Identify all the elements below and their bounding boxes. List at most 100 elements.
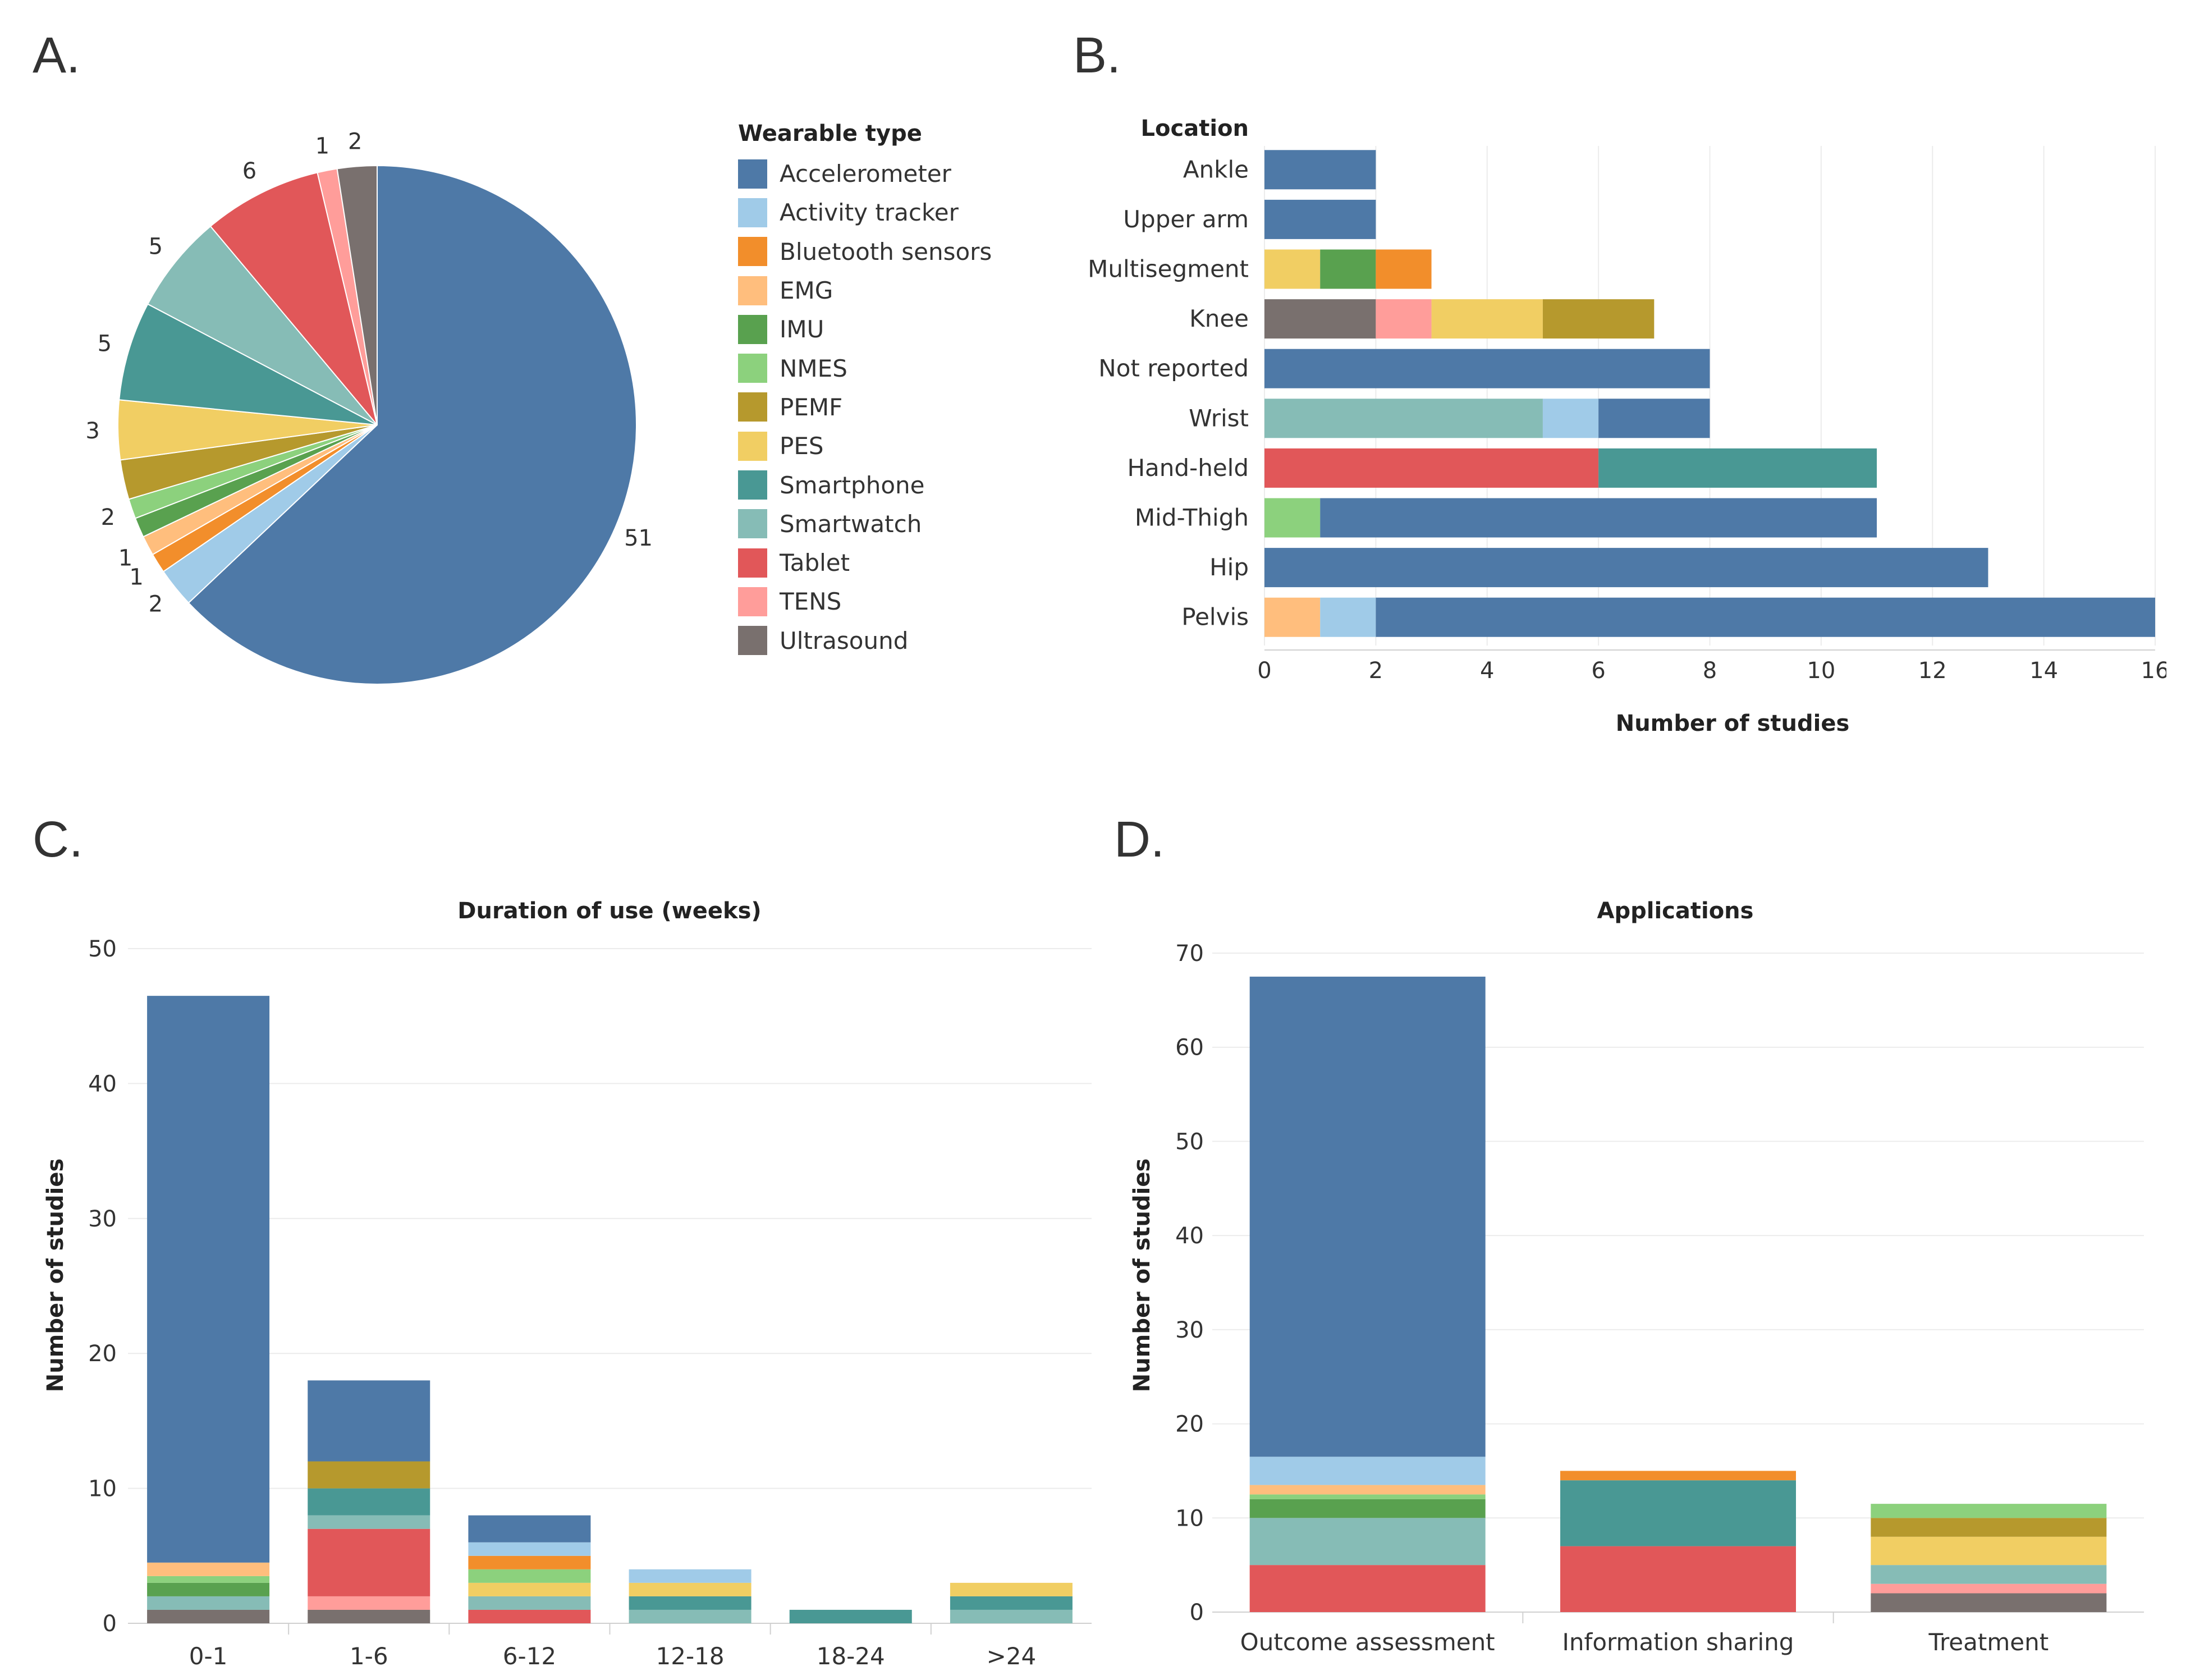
legend-item-activity-tracker: Activity tracker [738,193,992,232]
d-bar-outcome-assessment-nmes [1249,1494,1486,1499]
d-category-label-outcome-assessment: Outcome assessment [1240,1628,1495,1656]
pie-label-pes: 3 [85,418,99,444]
legend-item-ultrasound: Ultrasound [738,621,992,660]
location-header: Location [1141,116,1249,141]
c-category-label-24: >24 [987,1642,1037,1670]
c-y-tick-label: 20 [88,1341,117,1367]
legend-item-bluetooth-sensors: Bluetooth sensors [738,232,992,271]
pie-label-ultrasound: 2 [348,129,362,155]
d-bar-treatment-ultrasound [1871,1593,2107,1612]
c-bar-1-6-tens [308,1596,430,1610]
legend-swatch-pemf [738,392,767,422]
d-category-label-information-sharing: Information sharing [1562,1628,1794,1656]
b-bar-knee-pes [1431,299,1543,339]
b-bar-hand-held-tablet [1264,448,1599,488]
legend-swatch-activity-tracker [738,198,767,227]
d-bar-outcome-assessment-activity-tracker [1249,1457,1486,1485]
c-bar-6-12-tablet [468,1609,591,1623]
legend-swatch-accelerometer [738,159,767,189]
c-bar-6-12-pes [468,1582,591,1596]
legend-swatch-smartwatch [738,509,767,539]
legend-item-nmes: NMES [738,349,992,387]
legend-item-emg: EMG [738,271,992,310]
legend-label: Ultrasound [780,626,909,654]
pie-slice-smartwatch [146,225,378,425]
c-category-label-12-18: 12-18 [656,1642,725,1670]
b-bar-wrist-accelerometer [1598,399,1710,438]
b-x-tick-label: 8 [1703,658,1717,684]
c-bar-1-6-accelerometer [308,1380,430,1462]
b-bar-wrist-smartwatch [1264,399,1543,438]
pie-label-smartphone: 5 [98,331,112,357]
d-bar-outcome-assessment-tablet [1249,1565,1486,1612]
b-bar-ankle-accelerometer [1264,150,1376,190]
b-x-tick-label: 10 [1807,658,1835,684]
d-chart-title: Applications [1597,898,1754,924]
b-bar-multisegment-bluetooth-sensors [1376,249,1432,289]
panel-label-c: C. [33,812,83,868]
d-y-axis-title: Number of studies [1129,1159,1155,1393]
b-bar-wrist-activity-tracker [1542,399,1599,438]
d-y-tick-label: 70 [1175,941,1204,967]
legend-label: Smartwatch [780,510,922,538]
d-y-tick-label: 50 [1175,1129,1204,1155]
c-y-tick-label: 50 [88,936,117,962]
pie-label-tens: 1 [315,134,329,159]
legend-label: Smartphone [780,471,925,499]
legend-swatch-bluetooth-sensors [738,237,767,267]
panel-label-b: B. [1073,28,1121,84]
b-bar-not-reported-accelerometer [1264,349,1710,388]
b-x-tick-label: 14 [2029,658,2058,684]
legend-swatch-ultrasound [738,626,767,656]
pie-label-accelerometer: 51 [624,525,653,551]
b-x-tick-label: 2 [1369,658,1383,684]
b-bar-knee-tens [1376,299,1432,339]
c-y-tick-label: 30 [88,1206,117,1232]
legend-item-pemf: PEMF [738,388,992,427]
b-category-label-wrist: Wrist [1189,404,1249,432]
legend-item-accelerometer: Accelerometer [738,154,992,193]
b-category-label-not-reported: Not reported [1098,355,1249,382]
d-bar-treatment-tens [1871,1583,2107,1594]
c-bar-6-12-accelerometer [468,1515,591,1542]
legend-swatch-emg [738,276,767,305]
c-bar-6-12-smartwatch [468,1596,591,1610]
c-y-tick-label: 10 [88,1476,117,1502]
c-bar-1-6-smartphone [308,1488,430,1516]
b-category-label-knee: Knee [1189,305,1249,332]
c-bar-24-smartwatch [950,1609,1073,1623]
c-bar-12-18-pes [629,1582,751,1596]
c-bar-18-24-smartphone [789,1609,912,1623]
c-bar-1-6-ultrasound [308,1609,430,1623]
bar-chart-applications: 0 10 20 30 40 50 60 70 Outcome assessment Informa… [1129,898,2144,1656]
legend-title: Wearable type [738,121,922,147]
c-bar-1-6-tablet [308,1528,430,1596]
legend-label: Bluetooth sensors [780,237,992,265]
c-bar-0-1-ultrasound [147,1609,270,1623]
legend-swatch-pes [738,431,767,461]
d-y-tick-label: 0 [1190,1600,1204,1626]
c-bar-6-12-activity-tracker [468,1542,591,1556]
b-x-tick-label: 6 [1591,658,1605,684]
d-y-tick-label: 20 [1175,1412,1204,1438]
legend-item-tablet: Tablet [738,543,992,582]
c-bar-12-18-smartwatch [629,1609,751,1623]
c-category-label-6-12: 6-12 [503,1642,556,1670]
c-bar-0-1-smartwatch [147,1596,270,1610]
d-bar-treatment-smartwatch [1871,1565,2107,1584]
c-bar-1-6-pemf [308,1461,430,1489]
c-chart-title: Duration of use (weeks) [457,898,761,924]
legend-item-tens: TENS [738,582,992,621]
legend-label: NMES [780,354,847,382]
b-category-label-multisegment: Multisegment [1088,255,1249,283]
b-category-label-pelvis: Pelvis [1181,603,1249,631]
pie-slice-ultrasound [336,164,378,425]
b-bar-multisegment-imu [1320,249,1376,289]
d-bar-information-sharing-tablet [1560,1546,1796,1612]
c-bar-1-6-smartwatch [308,1515,430,1529]
legend-label: Activity tracker [780,199,959,227]
legend-label: EMG [780,277,833,305]
c-category-label-18-24: 18-24 [817,1642,885,1670]
b-x-axis-title: Number of studies [1616,711,1850,736]
